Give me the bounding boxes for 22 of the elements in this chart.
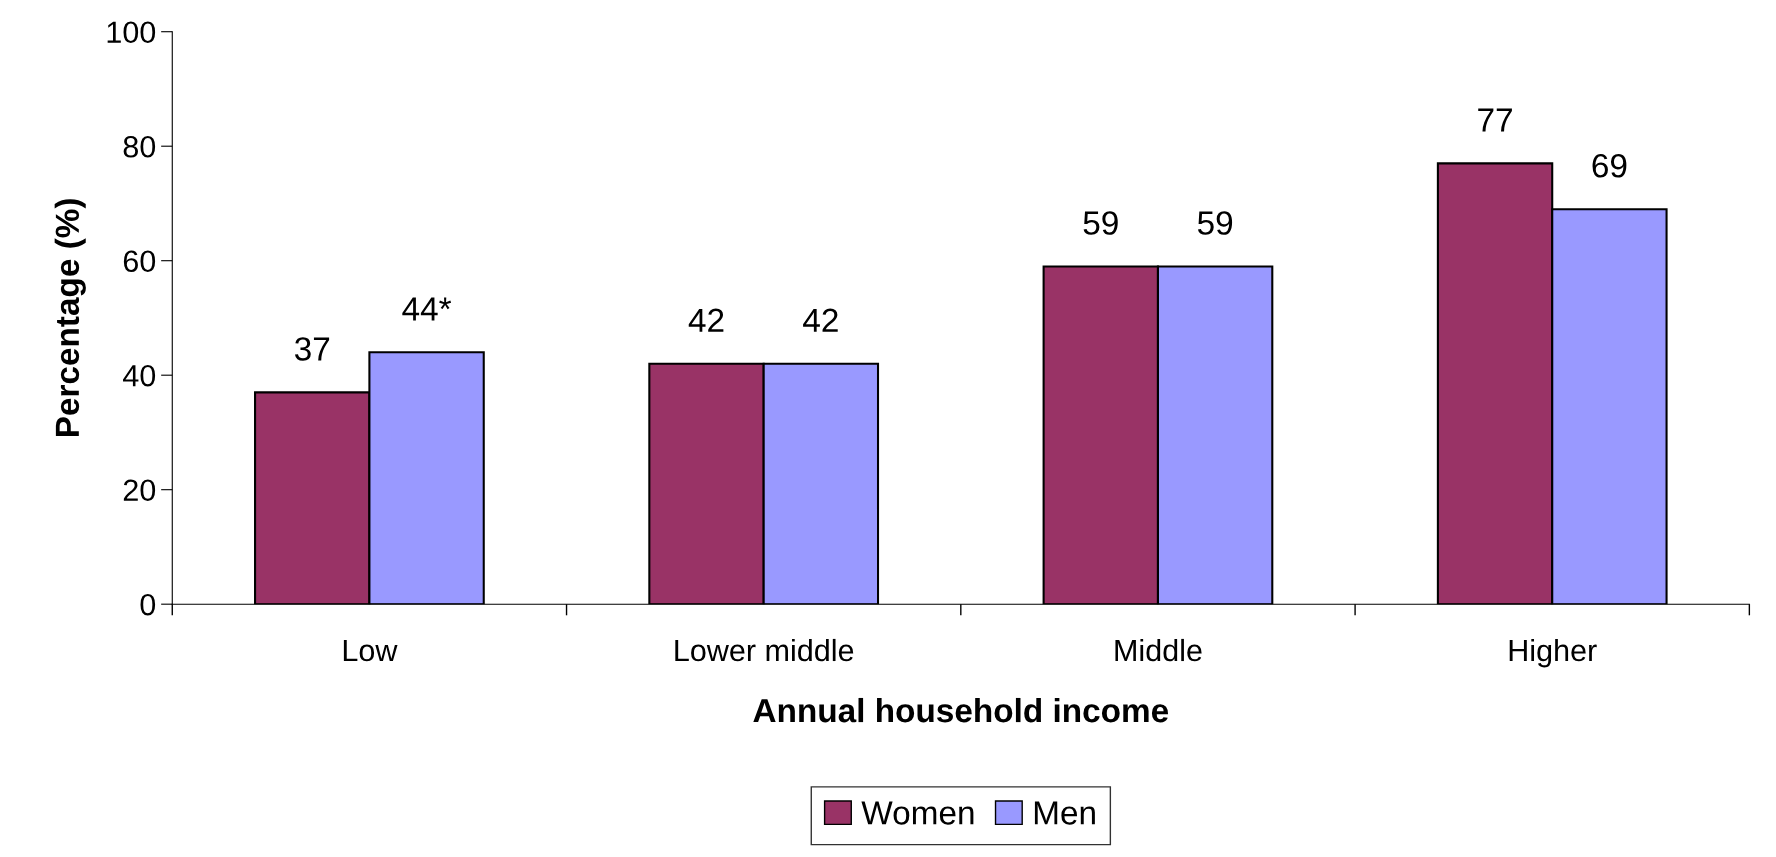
x-tick-label: Higher	[1509, 638, 1597, 668]
x-tick-label: Lower middle	[675, 638, 854, 662]
x-tick-label: Low	[343, 640, 398, 662]
data-label: 42	[688, 308, 724, 332]
legend-label: Women	[861, 801, 974, 825]
data-label: 77	[1478, 108, 1512, 132]
y-tick-label: 40	[123, 364, 156, 387]
data-label: 37	[294, 337, 330, 361]
data-label: 42	[803, 308, 838, 332]
x-tick-label: Middle	[1115, 638, 1202, 662]
y-tick-label: 20	[123, 479, 156, 502]
legend-label: Men	[1034, 801, 1095, 825]
y-axis-title: Percentage (%)	[54, 199, 86, 437]
y-tick-label: 60	[123, 250, 156, 273]
y-tick-label: 80	[123, 135, 156, 158]
y-tick-label: 0	[140, 593, 156, 616]
x-axis-title: Annual household income	[753, 697, 1169, 723]
data-label: 59	[1197, 211, 1233, 235]
data-label: 69	[1592, 153, 1627, 178]
data-label: 59	[1083, 211, 1118, 235]
y-tick-label: 100	[107, 21, 156, 44]
data-label: 44*	[402, 297, 452, 321]
